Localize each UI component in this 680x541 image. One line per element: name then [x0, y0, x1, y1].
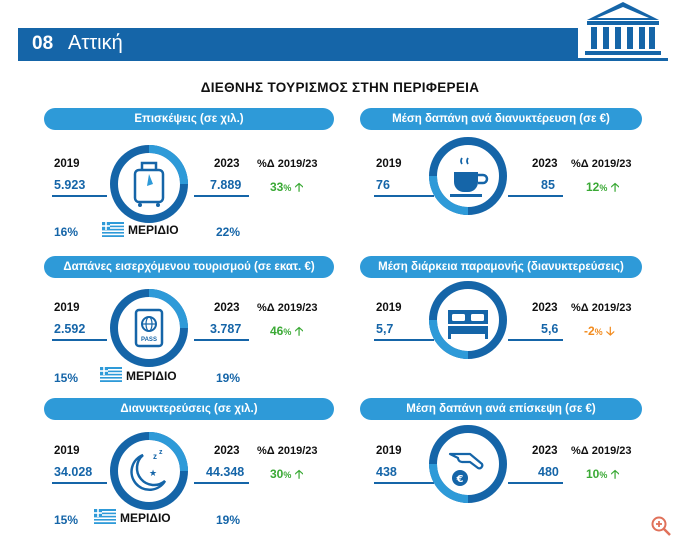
panel-title: Μέση δαπάνη ανά διανυκτέρευση (σε €) — [360, 108, 642, 130]
underline — [508, 482, 563, 484]
value-2023: 3.787 — [210, 322, 242, 336]
value-2023: 480 — [538, 465, 559, 479]
year-2019-label: 2019 — [376, 445, 402, 457]
underline — [194, 339, 249, 341]
underline — [508, 339, 563, 341]
arrow-up-icon: 🡡 — [294, 467, 304, 481]
pct-change-value: 46% 🡡 — [270, 324, 304, 338]
underline — [374, 482, 434, 484]
greek-flag-icon — [102, 222, 124, 237]
year-2023-label: 2023 — [214, 445, 240, 457]
share-2023: 19% — [216, 371, 241, 385]
header-divider — [578, 58, 668, 61]
coffee-cup-icon — [429, 137, 507, 215]
panel-title: Δαπάνες εισερχόμενου τουρισμού (σε εκατ.… — [44, 256, 334, 278]
suitcase-icon — [110, 145, 188, 223]
pct-change-label: %Δ 2019/23 — [571, 445, 632, 457]
year-2019-label: 2019 — [54, 302, 80, 314]
share-2019: 16% — [54, 225, 79, 239]
arrow-down-icon: 🡣 — [606, 324, 615, 338]
pct-change-label: %Δ 2019/23 — [257, 302, 318, 314]
panel-title: Μέση δαπάνη ανά επίσκεψη (σε €) — [360, 398, 642, 420]
passport-icon: PASS — [110, 289, 188, 367]
year-2019-label: 2019 — [376, 158, 402, 170]
panel-title: Διανυκτερεύσεις (σε χιλ.) — [44, 398, 334, 420]
underline — [52, 339, 107, 341]
page-title: ΔΙΕΘΝΗΣ ΤΟΥΡΙΣΜΟΣ ΣΤΗΝ ΠΕΡΙΦΕΡΕΙΑ — [200, 80, 480, 95]
pct-change-value: -2% 🡣 — [584, 324, 615, 338]
year-2023-label: 2023 — [214, 302, 240, 314]
pct-change-value: 30% 🡡 — [270, 467, 304, 481]
year-2019-label: 2019 — [54, 158, 80, 170]
share-2019: 15% — [54, 371, 79, 385]
pct-change-label: %Δ 2019/23 — [571, 302, 632, 314]
underline — [52, 195, 107, 197]
moon-icon: z z ★ — [110, 432, 188, 510]
temple-icon — [585, 2, 661, 55]
year-2019-label: 2019 — [54, 445, 80, 457]
panel-title: Μέση διάρκεια παραμονής (διανυκτερεύσεις… — [360, 256, 642, 278]
greek-flag-icon — [94, 509, 116, 524]
bed-icon — [429, 281, 507, 359]
share-2023: 22% — [216, 225, 241, 239]
value-2019: 5.923 — [54, 178, 86, 192]
underline — [194, 482, 249, 484]
panel-expenditure: Δαπάνες εισερχόμενου τουρισμού (σε εκατ.… — [44, 256, 334, 391]
year-2023-label: 2023 — [532, 158, 558, 170]
svg-text:PASS: PASS — [141, 337, 157, 343]
greek-flag-icon — [100, 367, 122, 382]
pct-change-label: %Δ 2019/23 — [571, 158, 632, 170]
svg-text:€: € — [456, 474, 464, 485]
share-label: ΜΕΡΙΔΙΟ — [128, 223, 179, 237]
year-2023-label: 2023 — [532, 445, 558, 457]
value-2023: 7.889 — [210, 178, 242, 192]
value-2023: 44.348 — [206, 465, 245, 479]
arrow-up-icon: 🡡 — [294, 324, 304, 338]
value-2023: 85 — [541, 178, 555, 192]
pct-change-value: 12% 🡡 — [586, 180, 620, 194]
panel-length-of-stay: Μέση διάρκεια παραμονής (διανυκτερεύσεις… — [360, 256, 650, 366]
arrow-up-icon: 🡡 — [294, 180, 304, 194]
arrow-up-icon: 🡡 — [610, 180, 620, 194]
hand-euro-icon: € — [429, 425, 507, 503]
underline — [52, 482, 107, 484]
year-2019-label: 2019 — [376, 302, 402, 314]
value-2019: 2.592 — [54, 322, 86, 336]
year-2023-label: 2023 — [214, 158, 240, 170]
pct-change-label: %Δ 2019/23 — [257, 158, 318, 170]
value-2019: 76 — [376, 178, 390, 192]
value-2023: 5,6 — [541, 322, 559, 336]
pct-change-value: 33% 🡡 — [270, 180, 304, 194]
underline — [508, 195, 563, 197]
share-label: ΜΕΡΙΔΙΟ — [120, 511, 171, 525]
panel-title: Επισκέψεις (σε χιλ.) — [44, 108, 334, 130]
svg-text:z: z — [153, 452, 157, 461]
underline — [194, 195, 249, 197]
zoom-in-icon[interactable] — [650, 515, 672, 537]
share-label: ΜΕΡΙΔΙΟ — [126, 369, 177, 383]
value-2019: 5,7 — [376, 322, 394, 336]
svg-text:★: ★ — [149, 469, 157, 479]
panel-visits: Επισκέψεις (σε χιλ.) 2019 5.923 2023 7.8… — [44, 108, 334, 243]
panel-spend-per-night: Μέση δαπάνη ανά διανυκτέρευση (σε €) 201… — [360, 108, 650, 218]
region-number: 08 — [32, 33, 54, 54]
underline — [374, 195, 434, 197]
share-2019: 15% — [54, 513, 79, 527]
svg-text:z: z — [159, 449, 163, 456]
pct-change-value: 10% 🡡 — [586, 467, 620, 481]
value-2019: 438 — [376, 465, 397, 479]
arrow-up-icon: 🡡 — [610, 467, 620, 481]
pct-change-label: %Δ 2019/23 — [257, 445, 318, 457]
underline — [374, 339, 434, 341]
share-2023: 19% — [216, 513, 241, 527]
panel-nights: Διανυκτερεύσεις (σε χιλ.) 2019 34.028 z … — [44, 398, 334, 533]
region-name: Αττική — [68, 32, 123, 54]
year-2023-label: 2023 — [532, 302, 558, 314]
panel-spend-per-visit: Μέση δαπάνη ανά επίσκεψη (σε €) 2019 438… — [360, 398, 650, 508]
value-2019: 34.028 — [54, 465, 93, 479]
region-header: 08 Αττική — [18, 28, 578, 61]
